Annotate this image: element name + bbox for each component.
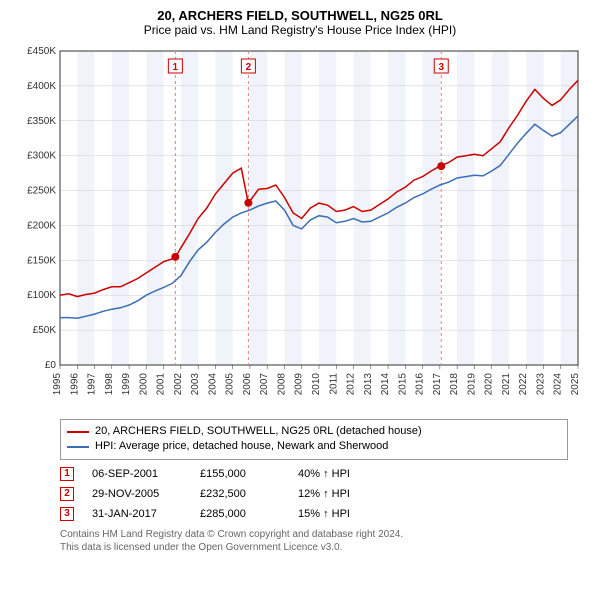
svg-text:2015: 2015: [397, 373, 408, 396]
svg-text:1996: 1996: [69, 373, 80, 396]
svg-text:2018: 2018: [449, 373, 460, 396]
event-price: £285,000: [200, 508, 280, 520]
svg-text:2014: 2014: [380, 373, 391, 396]
event-marker-icon: 2: [60, 487, 74, 501]
svg-text:2013: 2013: [363, 373, 374, 396]
svg-text:2020: 2020: [484, 373, 495, 396]
legend-row-blue: HPI: Average price, detached house, Newa…: [67, 439, 561, 454]
event-marker-icon: 1: [60, 467, 74, 481]
event-date: 06-SEP-2001: [92, 468, 182, 480]
event-pct: 12% ↑ HPI: [298, 488, 350, 500]
events-table: 1 06-SEP-2001 £155,000 40% ↑ HPI 2 29-NOV-200…: [60, 464, 568, 524]
svg-text:2016: 2016: [415, 373, 426, 396]
svg-text:£50K: £50K: [33, 325, 57, 336]
legend-swatch-red: [67, 431, 89, 433]
chart-subtitle: Price paid vs. HM Land Registry's House …: [12, 23, 588, 37]
svg-text:£350K: £350K: [27, 116, 56, 127]
svg-text:1995: 1995: [52, 373, 63, 396]
svg-text:2010: 2010: [311, 373, 322, 396]
event-date: 29-NOV-2005: [92, 488, 182, 500]
legend-label-red: 20, ARCHERS FIELD, SOUTHWELL, NG25 0RL (…: [95, 424, 422, 439]
svg-text:3: 3: [438, 62, 444, 73]
chart-svg: £0 £50K £100K £150K £200K £250K £300K £350K £400…: [12, 43, 588, 413]
svg-text:1997: 1997: [87, 373, 98, 396]
event-date: 31-JAN-2017: [92, 508, 182, 520]
svg-text:2000: 2000: [138, 373, 149, 396]
legend-row-red: 20, ARCHERS FIELD, SOUTHWELL, NG25 0RL (…: [67, 424, 561, 439]
svg-text:£100K: £100K: [27, 290, 56, 301]
svg-text:2012: 2012: [346, 373, 357, 396]
svg-text:2002: 2002: [173, 373, 184, 396]
svg-text:£400K: £400K: [27, 81, 56, 92]
svg-text:2024: 2024: [553, 373, 564, 396]
svg-text:2008: 2008: [276, 373, 287, 396]
svg-text:2005: 2005: [225, 373, 236, 396]
svg-text:2019: 2019: [466, 373, 477, 396]
svg-text:2009: 2009: [294, 373, 305, 396]
footer-line-2: This data is licensed under the Open Gov…: [60, 541, 568, 554]
event-price: £232,500: [200, 488, 280, 500]
svg-text:2001: 2001: [156, 373, 167, 396]
legend-label-blue: HPI: Average price, detached house, Newa…: [95, 439, 388, 454]
svg-text:2023: 2023: [535, 373, 546, 396]
svg-text:£450K: £450K: [27, 46, 56, 57]
svg-text:£150K: £150K: [27, 255, 56, 266]
svg-text:2021: 2021: [501, 373, 512, 396]
svg-text:2022: 2022: [518, 373, 529, 396]
svg-text:£300K: £300K: [27, 151, 56, 162]
event-pct: 15% ↑ HPI: [298, 508, 350, 520]
svg-text:£0: £0: [45, 360, 57, 371]
svg-text:2025: 2025: [570, 373, 581, 396]
chart-area: £0 £50K £100K £150K £200K £250K £300K £350K £400…: [12, 43, 588, 413]
svg-text:2: 2: [246, 62, 252, 73]
event-pct: 40% ↑ HPI: [298, 468, 350, 480]
svg-text:1998: 1998: [104, 373, 115, 396]
event-price: £155,000: [200, 468, 280, 480]
svg-text:2007: 2007: [259, 373, 270, 396]
legend: 20, ARCHERS FIELD, SOUTHWELL, NG25 0RL (…: [60, 419, 568, 460]
event-row: 3 31-JAN-2017 £285,000 15% ↑ HPI: [60, 504, 568, 524]
chart-container: 20, ARCHERS FIELD, SOUTHWELL, NG25 0RL P…: [0, 0, 600, 590]
event-row: 2 29-NOV-2005 £232,500 12% ↑ HPI: [60, 484, 568, 504]
footer-line-1: Contains HM Land Registry data © Crown c…: [60, 528, 568, 541]
event-marker-icon: 3: [60, 507, 74, 521]
svg-text:2011: 2011: [328, 373, 339, 395]
svg-text:2017: 2017: [432, 373, 443, 396]
svg-text:2003: 2003: [190, 373, 201, 396]
legend-swatch-blue: [67, 446, 89, 448]
footer: Contains HM Land Registry data © Crown c…: [60, 528, 568, 554]
event-row: 1 06-SEP-2001 £155,000 40% ↑ HPI: [60, 464, 568, 484]
chart-title: 20, ARCHERS FIELD, SOUTHWELL, NG25 0RL: [12, 8, 588, 23]
svg-text:£250K: £250K: [27, 186, 56, 197]
svg-text:2006: 2006: [242, 373, 253, 396]
svg-text:1: 1: [173, 62, 179, 73]
svg-text:1999: 1999: [121, 373, 132, 396]
svg-text:2004: 2004: [207, 373, 218, 396]
svg-text:£200K: £200K: [27, 220, 56, 231]
